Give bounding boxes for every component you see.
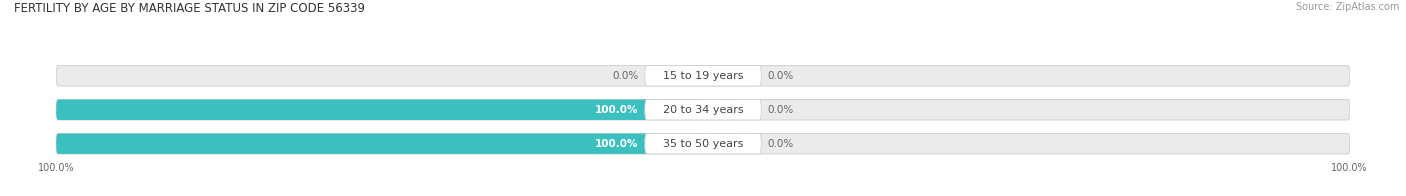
Text: 0.0%: 0.0%: [612, 71, 638, 81]
FancyBboxPatch shape: [56, 100, 703, 120]
FancyBboxPatch shape: [56, 133, 703, 154]
Text: 20 to 34 years: 20 to 34 years: [662, 105, 744, 115]
FancyBboxPatch shape: [716, 100, 735, 120]
Text: 100.0%: 100.0%: [595, 139, 638, 149]
Text: 100.0%: 100.0%: [595, 105, 638, 115]
FancyBboxPatch shape: [645, 100, 761, 120]
Text: FERTILITY BY AGE BY MARRIAGE STATUS IN ZIP CODE 56339: FERTILITY BY AGE BY MARRIAGE STATUS IN Z…: [14, 2, 366, 15]
FancyBboxPatch shape: [716, 133, 735, 154]
Text: 35 to 50 years: 35 to 50 years: [662, 139, 744, 149]
FancyBboxPatch shape: [56, 133, 1350, 154]
Text: 0.0%: 0.0%: [768, 139, 794, 149]
Text: 0.0%: 0.0%: [768, 71, 794, 81]
Text: Source: ZipAtlas.com: Source: ZipAtlas.com: [1295, 2, 1399, 12]
FancyBboxPatch shape: [683, 66, 703, 86]
FancyBboxPatch shape: [716, 66, 735, 86]
FancyBboxPatch shape: [645, 133, 761, 154]
Text: 15 to 19 years: 15 to 19 years: [662, 71, 744, 81]
FancyBboxPatch shape: [645, 66, 761, 86]
Text: 0.0%: 0.0%: [768, 105, 794, 115]
FancyBboxPatch shape: [56, 66, 1350, 86]
FancyBboxPatch shape: [56, 100, 1350, 120]
